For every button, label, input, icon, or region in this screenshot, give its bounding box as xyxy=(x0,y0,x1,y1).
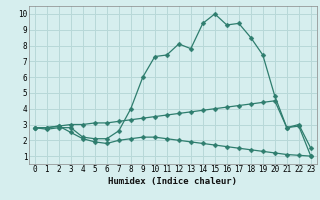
X-axis label: Humidex (Indice chaleur): Humidex (Indice chaleur) xyxy=(108,177,237,186)
